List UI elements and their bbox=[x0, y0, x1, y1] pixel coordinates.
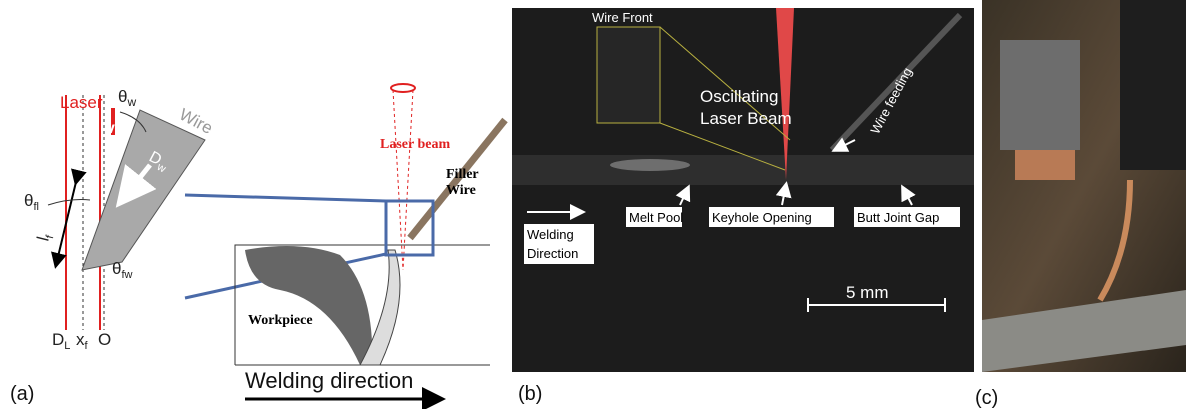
dl-label: DL bbox=[52, 330, 70, 352]
laser-head bbox=[1000, 40, 1080, 150]
weld-profile bbox=[245, 246, 372, 365]
melt-pool-label: Melt Pool bbox=[629, 210, 683, 225]
wire-front-box bbox=[597, 27, 660, 123]
nozzle bbox=[1015, 150, 1075, 180]
beam-line bbox=[393, 90, 403, 270]
theta-fl: θfl bbox=[24, 191, 39, 213]
beam-ellipse bbox=[391, 84, 415, 92]
panel-c: (c) bbox=[975, 0, 1186, 409]
welding-direction-label: Welding bbox=[527, 227, 574, 242]
figure: Laser θw v Wire Dw vw θfl lf θfw DL xf O… bbox=[0, 0, 1186, 409]
wire-front-label: Wire Front bbox=[592, 10, 653, 25]
laser-beam-label: Laser beam bbox=[380, 137, 450, 152]
filler-label: Wire bbox=[446, 183, 476, 198]
welding-direction-label: Direction bbox=[527, 246, 578, 261]
equipment bbox=[1120, 0, 1186, 170]
welding-direction-label: Welding direction bbox=[245, 368, 413, 393]
lf-label: lf bbox=[33, 231, 56, 244]
panel-label: (b) bbox=[518, 383, 542, 405]
angle-arc bbox=[48, 200, 90, 205]
v-label: v bbox=[106, 120, 115, 137]
panel-label: (c) bbox=[975, 387, 998, 409]
zoom-line bbox=[185, 195, 386, 201]
oscillating-label: Laser Beam bbox=[700, 109, 792, 128]
subscript: fw bbox=[121, 269, 132, 281]
subscript: f bbox=[85, 340, 89, 352]
gap-label: Butt Joint Gap bbox=[857, 210, 939, 225]
xf-label: xf bbox=[76, 330, 89, 352]
symbol: D bbox=[52, 330, 64, 349]
origin-label: O bbox=[98, 330, 111, 349]
symbol: θ bbox=[112, 259, 121, 278]
zoom-box bbox=[386, 201, 433, 255]
theta-w: θw bbox=[118, 87, 136, 109]
symbol: θ bbox=[24, 191, 33, 210]
panel-label: (a) bbox=[10, 383, 34, 405]
subscript: w bbox=[126, 95, 136, 109]
keyhole-label: Keyhole Opening bbox=[712, 210, 812, 225]
workpiece-label: Workpiece bbox=[248, 313, 313, 328]
melt-glow bbox=[610, 159, 690, 171]
subscript: L bbox=[64, 340, 70, 352]
scale-label: 5 mm bbox=[846, 283, 889, 302]
oscillating-label: Oscillating bbox=[700, 87, 778, 106]
panel-a: Laser θw v Wire Dw vw θfl lf θfw DL xf O… bbox=[10, 84, 505, 405]
joint-band bbox=[512, 155, 974, 185]
subscript: fl bbox=[33, 201, 39, 213]
panel-b: Wire Front Oscillating Laser Beam Wire f… bbox=[512, 8, 974, 405]
filler-label: Filler bbox=[446, 167, 479, 182]
beam-line bbox=[403, 90, 413, 270]
laser-label: Laser bbox=[60, 93, 103, 112]
symbol: θ bbox=[118, 87, 127, 106]
